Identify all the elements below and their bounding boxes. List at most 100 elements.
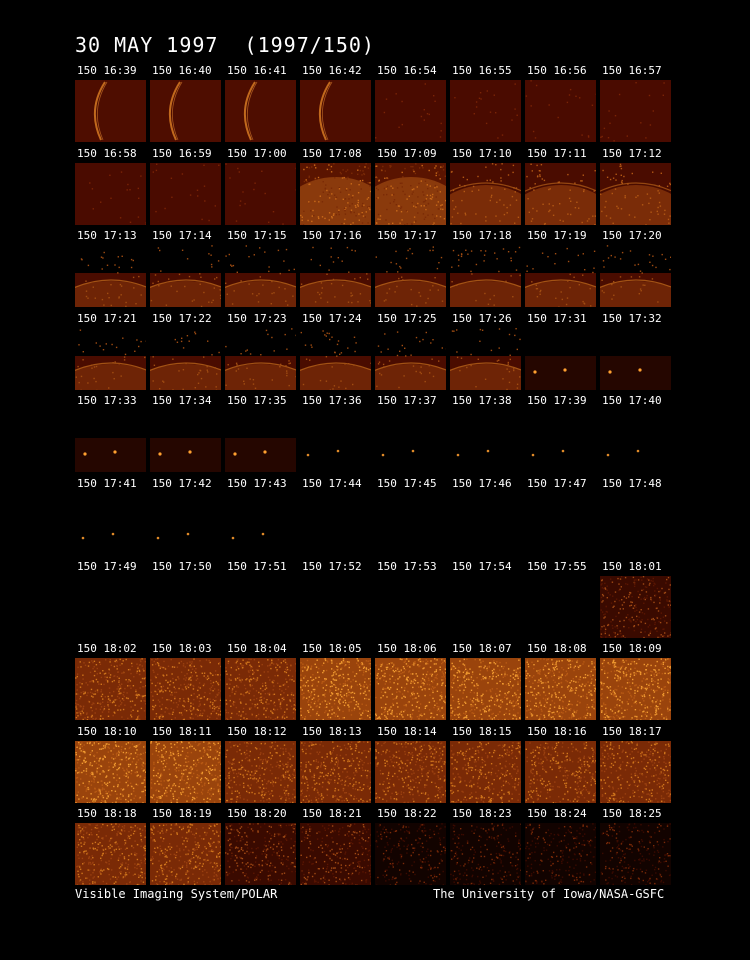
frame-timestamp: 150 17:46 (452, 477, 512, 490)
frame-timestamp: 150 17:00 (227, 147, 287, 160)
frame-timestamp: 150 18:22 (377, 807, 437, 820)
frame-timestamp: 150 17:35 (227, 394, 287, 407)
frame-timestamp: 150 17:08 (302, 147, 362, 160)
frame-timestamp: 150 18:21 (302, 807, 362, 820)
frame-image (600, 823, 671, 885)
frame-timestamp: 150 17:09 (377, 147, 437, 160)
image-frame: 150 16:41 (225, 62, 298, 142)
frame-image (75, 741, 146, 803)
frame-image (600, 493, 671, 555)
frame-image (300, 658, 371, 720)
frame-timestamp: 150 17:53 (377, 560, 437, 573)
frame-timestamp: 150 17:25 (377, 312, 437, 325)
frame-timestamp: 150 18:12 (227, 725, 287, 738)
frame-timestamp: 150 17:49 (77, 560, 137, 573)
frame-image (375, 658, 446, 720)
image-frame: 150 17:24 (300, 310, 373, 390)
frame-image (150, 163, 221, 225)
frame-image (600, 163, 671, 225)
image-frame: 150 17:34 (150, 392, 223, 472)
image-frame: 150 18:09 (600, 640, 673, 720)
frame-timestamp: 150 18:10 (77, 725, 137, 738)
image-frame: 150 17:39 (525, 392, 598, 472)
image-frame: 150 17:22 (150, 310, 223, 390)
frame-timestamp: 150 18:02 (77, 642, 137, 655)
frame-timestamp: 150 16:59 (152, 147, 212, 160)
frame-image (150, 823, 221, 885)
frame-image (525, 658, 596, 720)
frame-image (450, 658, 521, 720)
image-frame: 150 18:02 (75, 640, 148, 720)
image-frame: 150 18:25 (600, 805, 673, 885)
frame-image (75, 658, 146, 720)
frame-image (225, 576, 296, 638)
frame-image (225, 410, 296, 472)
frame-image (525, 328, 596, 390)
frame-image (300, 163, 371, 225)
image-frame: 150 18:08 (525, 640, 598, 720)
frame-image (600, 741, 671, 803)
frame-image (225, 493, 296, 555)
frame-timestamp: 150 17:43 (227, 477, 287, 490)
image-frame: 150 17:41 (75, 475, 148, 555)
frame-image (600, 245, 671, 307)
frame-timestamp: 150 16:41 (227, 64, 287, 77)
frame-timestamp: 150 16:58 (77, 147, 137, 160)
frame-timestamp: 150 17:10 (452, 147, 512, 160)
image-frame: 150 17:37 (375, 392, 448, 472)
frame-timestamp: 150 18:16 (527, 725, 587, 738)
frame-image (600, 658, 671, 720)
image-frame: 150 17:53 (375, 558, 448, 638)
frame-image (525, 410, 596, 472)
image-frame: 150 17:33 (75, 392, 148, 472)
frame-timestamp: 150 18:24 (527, 807, 587, 820)
frame-image (525, 245, 596, 307)
frame-image (450, 741, 521, 803)
frame-image (150, 741, 221, 803)
image-frame: 150 18:22 (375, 805, 448, 885)
frame-timestamp: 150 18:23 (452, 807, 512, 820)
frame-image (375, 163, 446, 225)
frame-timestamp: 150 17:45 (377, 477, 437, 490)
image-frame: 150 18:14 (375, 723, 448, 803)
image-frame: 150 18:04 (225, 640, 298, 720)
frame-image (75, 410, 146, 472)
image-frame: 150 17:13 (75, 227, 148, 307)
frame-timestamp: 150 18:13 (302, 725, 362, 738)
image-frame: 150 16:59 (150, 145, 223, 225)
frame-image (375, 328, 446, 390)
frame-image (375, 410, 446, 472)
image-frame: 150 18:19 (150, 805, 223, 885)
frame-timestamp: 150 17:26 (452, 312, 512, 325)
frame-image (150, 410, 221, 472)
image-frame: 150 17:52 (300, 558, 373, 638)
instrument-credit: Visible Imaging System/POLAR (75, 887, 278, 901)
image-frame: 150 17:48 (600, 475, 673, 555)
image-frame: 150 17:36 (300, 392, 373, 472)
image-frame: 150 17:11 (525, 145, 598, 225)
image-frame: 150 16:54 (375, 62, 448, 142)
image-frame: 150 17:50 (150, 558, 223, 638)
image-frame: 150 18:06 (375, 640, 448, 720)
image-frame: 150 18:13 (300, 723, 373, 803)
frame-timestamp: 150 17:34 (152, 394, 212, 407)
frame-timestamp: 150 16:54 (377, 64, 437, 77)
image-frame: 150 16:40 (150, 62, 223, 142)
frame-image (225, 741, 296, 803)
frame-timestamp: 150 18:17 (602, 725, 662, 738)
frame-timestamp: 150 18:09 (602, 642, 662, 655)
frame-image (525, 493, 596, 555)
frame-image (150, 493, 221, 555)
frame-image (150, 245, 221, 307)
frame-image (450, 245, 521, 307)
frame-image (525, 576, 596, 638)
frame-timestamp: 150 17:20 (602, 229, 662, 242)
frame-timestamp: 150 17:18 (452, 229, 512, 242)
image-frame: 150 17:43 (225, 475, 298, 555)
frame-timestamp: 150 18:25 (602, 807, 662, 820)
frame-image (300, 741, 371, 803)
frame-image (300, 576, 371, 638)
frame-image (75, 80, 146, 142)
frame-timestamp: 150 16:56 (527, 64, 587, 77)
image-frame: 150 17:18 (450, 227, 523, 307)
